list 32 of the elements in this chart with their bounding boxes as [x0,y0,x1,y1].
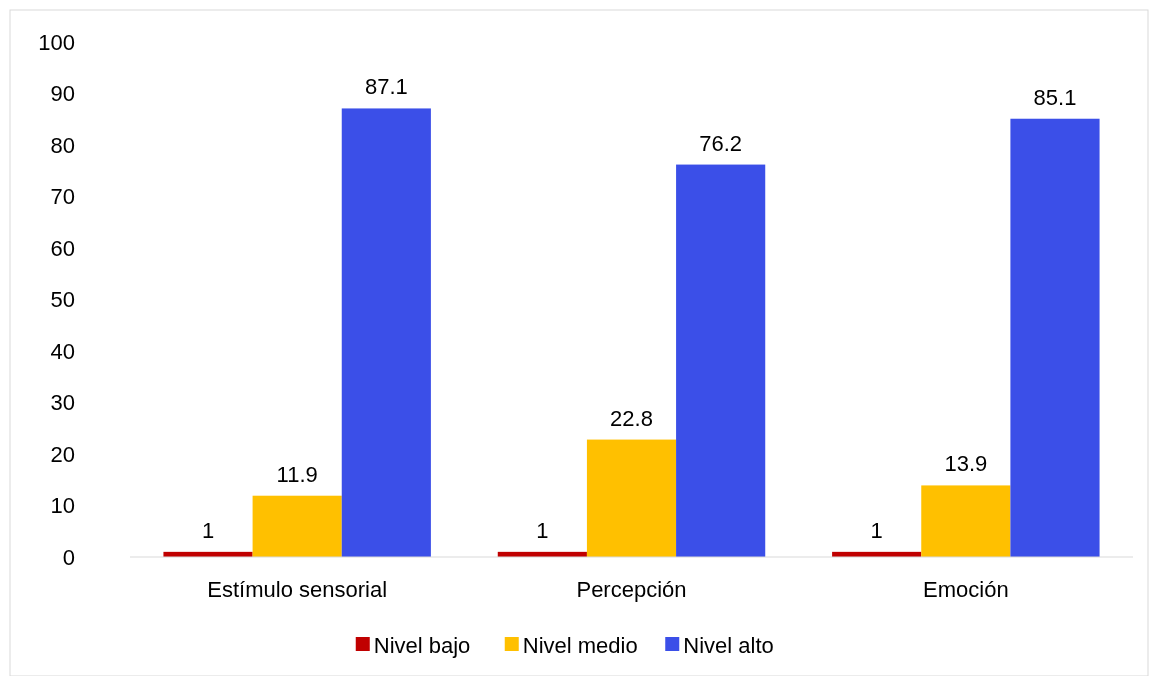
y-tick-label: 100 [38,29,75,55]
legend-label: Nivel bajo [373,632,471,658]
data-label: 22.8 [610,405,653,431]
data-label: 1 [870,517,883,543]
bar [252,495,342,557]
bar [921,485,1011,557]
data-label: 85.1 [1033,84,1077,110]
y-tick-label: 20 [50,441,75,467]
bar [341,108,431,557]
y-tick-label: 70 [50,184,75,210]
data-label: 1 [201,517,215,543]
data-label: 11.9 [276,461,318,487]
y-tick-label: 30 [50,390,75,416]
y-tick-label: 40 [50,338,75,364]
data-label: 76.2 [699,130,743,156]
x-tick-label: Percepción [576,577,687,602]
data-label: 87.1 [364,74,408,100]
x-tick-label: Emoción [923,577,1009,602]
y-tick-label: 0 [62,544,75,570]
y-tick-label: 50 [50,287,75,313]
data-label: 1 [536,517,549,543]
bar [676,164,766,557]
x-tick-label: Estímulo sensorial [207,577,388,602]
y-tick-label: 80 [50,132,75,158]
data-label: 13.9 [944,451,988,477]
legend-label: Nivel medio [522,632,638,658]
bar [586,439,677,557]
bar [1010,118,1100,557]
legend-label: Nivel alto [683,632,774,658]
y-tick-label: 60 [50,235,75,261]
y-tick-label: 90 [50,81,75,107]
y-tick-label: 10 [50,493,75,519]
